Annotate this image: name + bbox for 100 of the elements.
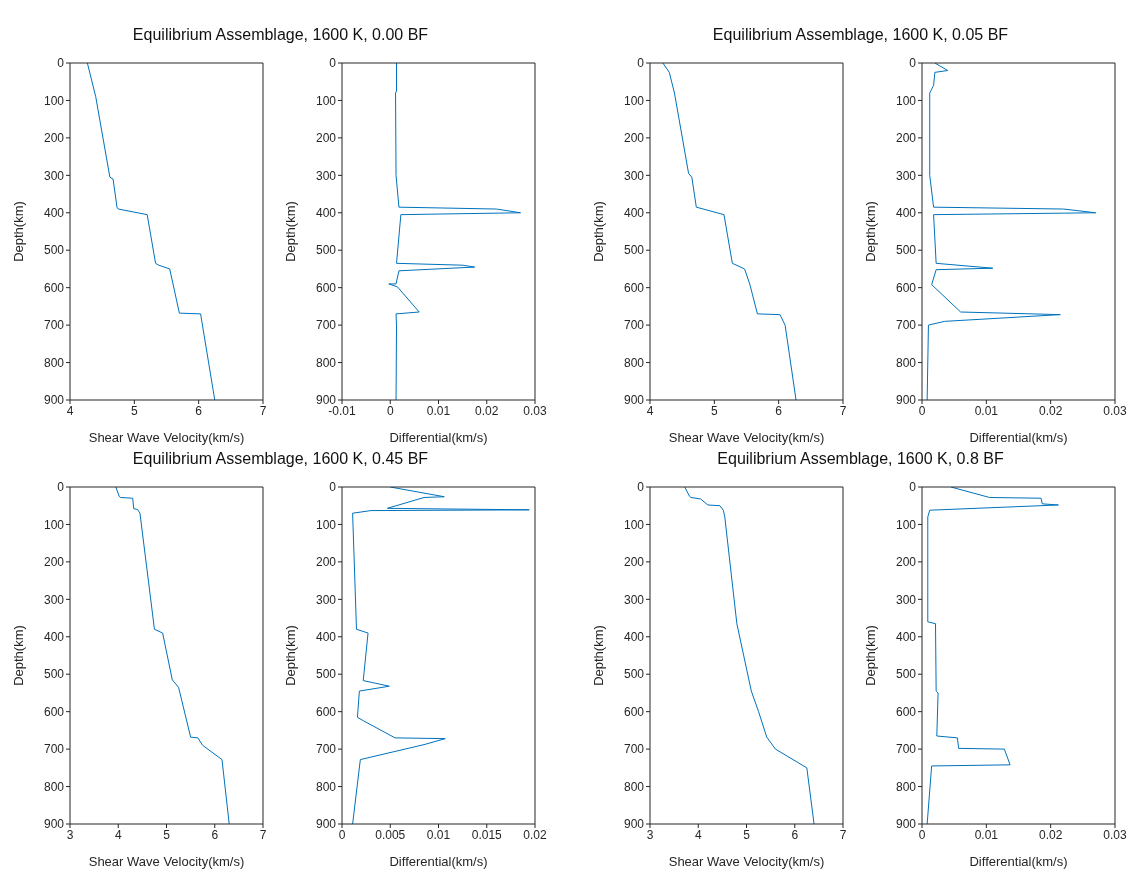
x-tick-label: 4: [646, 403, 654, 418]
x-tick-label: 6: [211, 827, 219, 842]
y-tick-label: 900: [43, 817, 65, 832]
y-tick-label: 900: [895, 393, 917, 408]
y-tick-label: 800: [315, 779, 337, 794]
chart-title: Equilibrium Assemblage, 1600 K, 0.8 BF: [716, 450, 1005, 468]
y-axis-title: Depth(km): [590, 201, 606, 262]
x-tick-label: 5: [163, 827, 171, 842]
y-tick-label: 500: [895, 667, 917, 682]
x-tick-label: 0.02: [1038, 827, 1063, 842]
y-tick-label: 700: [315, 742, 337, 757]
y-tick-label: 800: [315, 355, 337, 370]
y-tick-label: 400: [43, 206, 65, 221]
x-tick-label: 4: [694, 827, 702, 842]
y-tick-label: 200: [895, 555, 917, 570]
y-tick-label: 800: [623, 355, 645, 370]
y-tick-label: 200: [43, 131, 65, 146]
y-tick-label: 700: [43, 318, 65, 333]
x-tick-label: 0.01: [974, 827, 999, 842]
line-series: [926, 487, 1059, 824]
y-tick-label: 900: [623, 817, 645, 832]
y-tick-label: 100: [315, 517, 337, 532]
y-tick-label: 500: [623, 243, 645, 258]
y-tick-label: 500: [43, 667, 65, 682]
y-tick-label: 0: [57, 480, 65, 495]
x-tick-label: 7: [839, 403, 847, 418]
y-tick-label: 300: [623, 168, 645, 183]
x-axis-title: Shear Wave Velocity(km/s): [88, 430, 245, 445]
chart-title: Equilibrium Assemblage, 1600 K, 0.45 BF: [131, 450, 430, 468]
y-axis-title: Depth(km): [590, 625, 606, 686]
y-tick-label: 400: [315, 206, 337, 221]
y-tick-label: 300: [315, 592, 337, 607]
y-axis-title: Depth(km): [282, 625, 298, 686]
line-series: [86, 63, 216, 400]
y-tick-label: 0: [329, 56, 337, 71]
y-axis-title: Depth(km): [10, 625, 26, 686]
x-tick-label: 4: [114, 827, 122, 842]
y-tick-label: 600: [623, 280, 645, 295]
y-tick-label: 900: [895, 817, 917, 832]
y-tick-label: 400: [315, 630, 337, 645]
y-tick-label: 0: [909, 480, 917, 495]
y-tick-label: 700: [895, 742, 917, 757]
y-tick-label: 100: [623, 517, 645, 532]
y-tick-label: 400: [623, 206, 645, 221]
x-tick-label: 3: [66, 827, 74, 842]
x-tick-label: 4: [66, 403, 74, 418]
y-tick-label: 300: [623, 592, 645, 607]
y-tick-label: 400: [43, 630, 65, 645]
y-tick-label: 700: [623, 318, 645, 333]
y-tick-label: 700: [43, 742, 65, 757]
line-series: [684, 487, 815, 824]
y-tick-label: 600: [315, 280, 337, 295]
y-axis-title: Depth(km): [862, 201, 878, 262]
x-tick-label: 7: [259, 403, 267, 418]
y-tick-label: 100: [895, 93, 917, 108]
y-tick-label: 200: [315, 131, 337, 146]
x-tick-label: 0.02: [523, 827, 547, 842]
x-tick-label: 0.02: [1038, 403, 1063, 418]
y-tick-label: 0: [637, 480, 645, 495]
y-tick-label: 800: [895, 779, 917, 794]
line-series: [662, 63, 797, 400]
y-tick-label: 600: [43, 280, 65, 295]
x-axis-title: Differential(km/s): [389, 854, 488, 869]
y-tick-label: 700: [315, 318, 337, 333]
y-tick-label: 200: [623, 131, 645, 146]
y-tick-label: 0: [637, 56, 645, 71]
y-tick-label: 500: [895, 243, 917, 258]
y-tick-label: 700: [623, 742, 645, 757]
x-tick-label: 7: [839, 827, 847, 842]
y-tick-label: 800: [43, 355, 65, 370]
y-tick-label: 600: [43, 704, 65, 719]
x-tick-label: 6: [195, 403, 203, 418]
x-tick-label: 0.005: [375, 827, 406, 842]
x-tick-label: 0.03: [1103, 827, 1127, 842]
y-tick-label: 100: [43, 93, 65, 108]
y-tick-label: 700: [895, 318, 917, 333]
x-tick-label: 0.03: [523, 403, 547, 418]
y-tick-label: 300: [43, 168, 65, 183]
x-tick-label: 0: [386, 403, 394, 418]
y-tick-label: 500: [43, 243, 65, 258]
y-tick-label: 300: [895, 592, 917, 607]
x-tick-label: 3: [646, 827, 654, 842]
y-tick-label: 200: [43, 555, 65, 570]
line-series: [926, 63, 1097, 400]
y-tick-label: 600: [895, 280, 917, 295]
x-axis-title: Shear Wave Velocity(km/s): [88, 854, 245, 869]
line-series: [352, 487, 530, 824]
x-tick-label: 0.01: [426, 827, 451, 842]
x-tick-label: 6: [775, 403, 783, 418]
y-tick-label: 100: [315, 93, 337, 108]
y-tick-label: 200: [623, 555, 645, 570]
x-tick-label: 5: [130, 403, 138, 418]
x-tick-label: 0.01: [974, 403, 999, 418]
x-axis-title: Differential(km/s): [389, 430, 488, 445]
y-tick-label: 0: [909, 56, 917, 71]
x-tick-label: 5: [710, 403, 718, 418]
y-tick-label: 800: [43, 779, 65, 794]
x-tick-label: 0.03: [1103, 403, 1127, 418]
chart-title: Equilibrium Assemblage, 1600 K, 0.05 BF: [711, 26, 1010, 44]
line-series: [115, 487, 230, 824]
